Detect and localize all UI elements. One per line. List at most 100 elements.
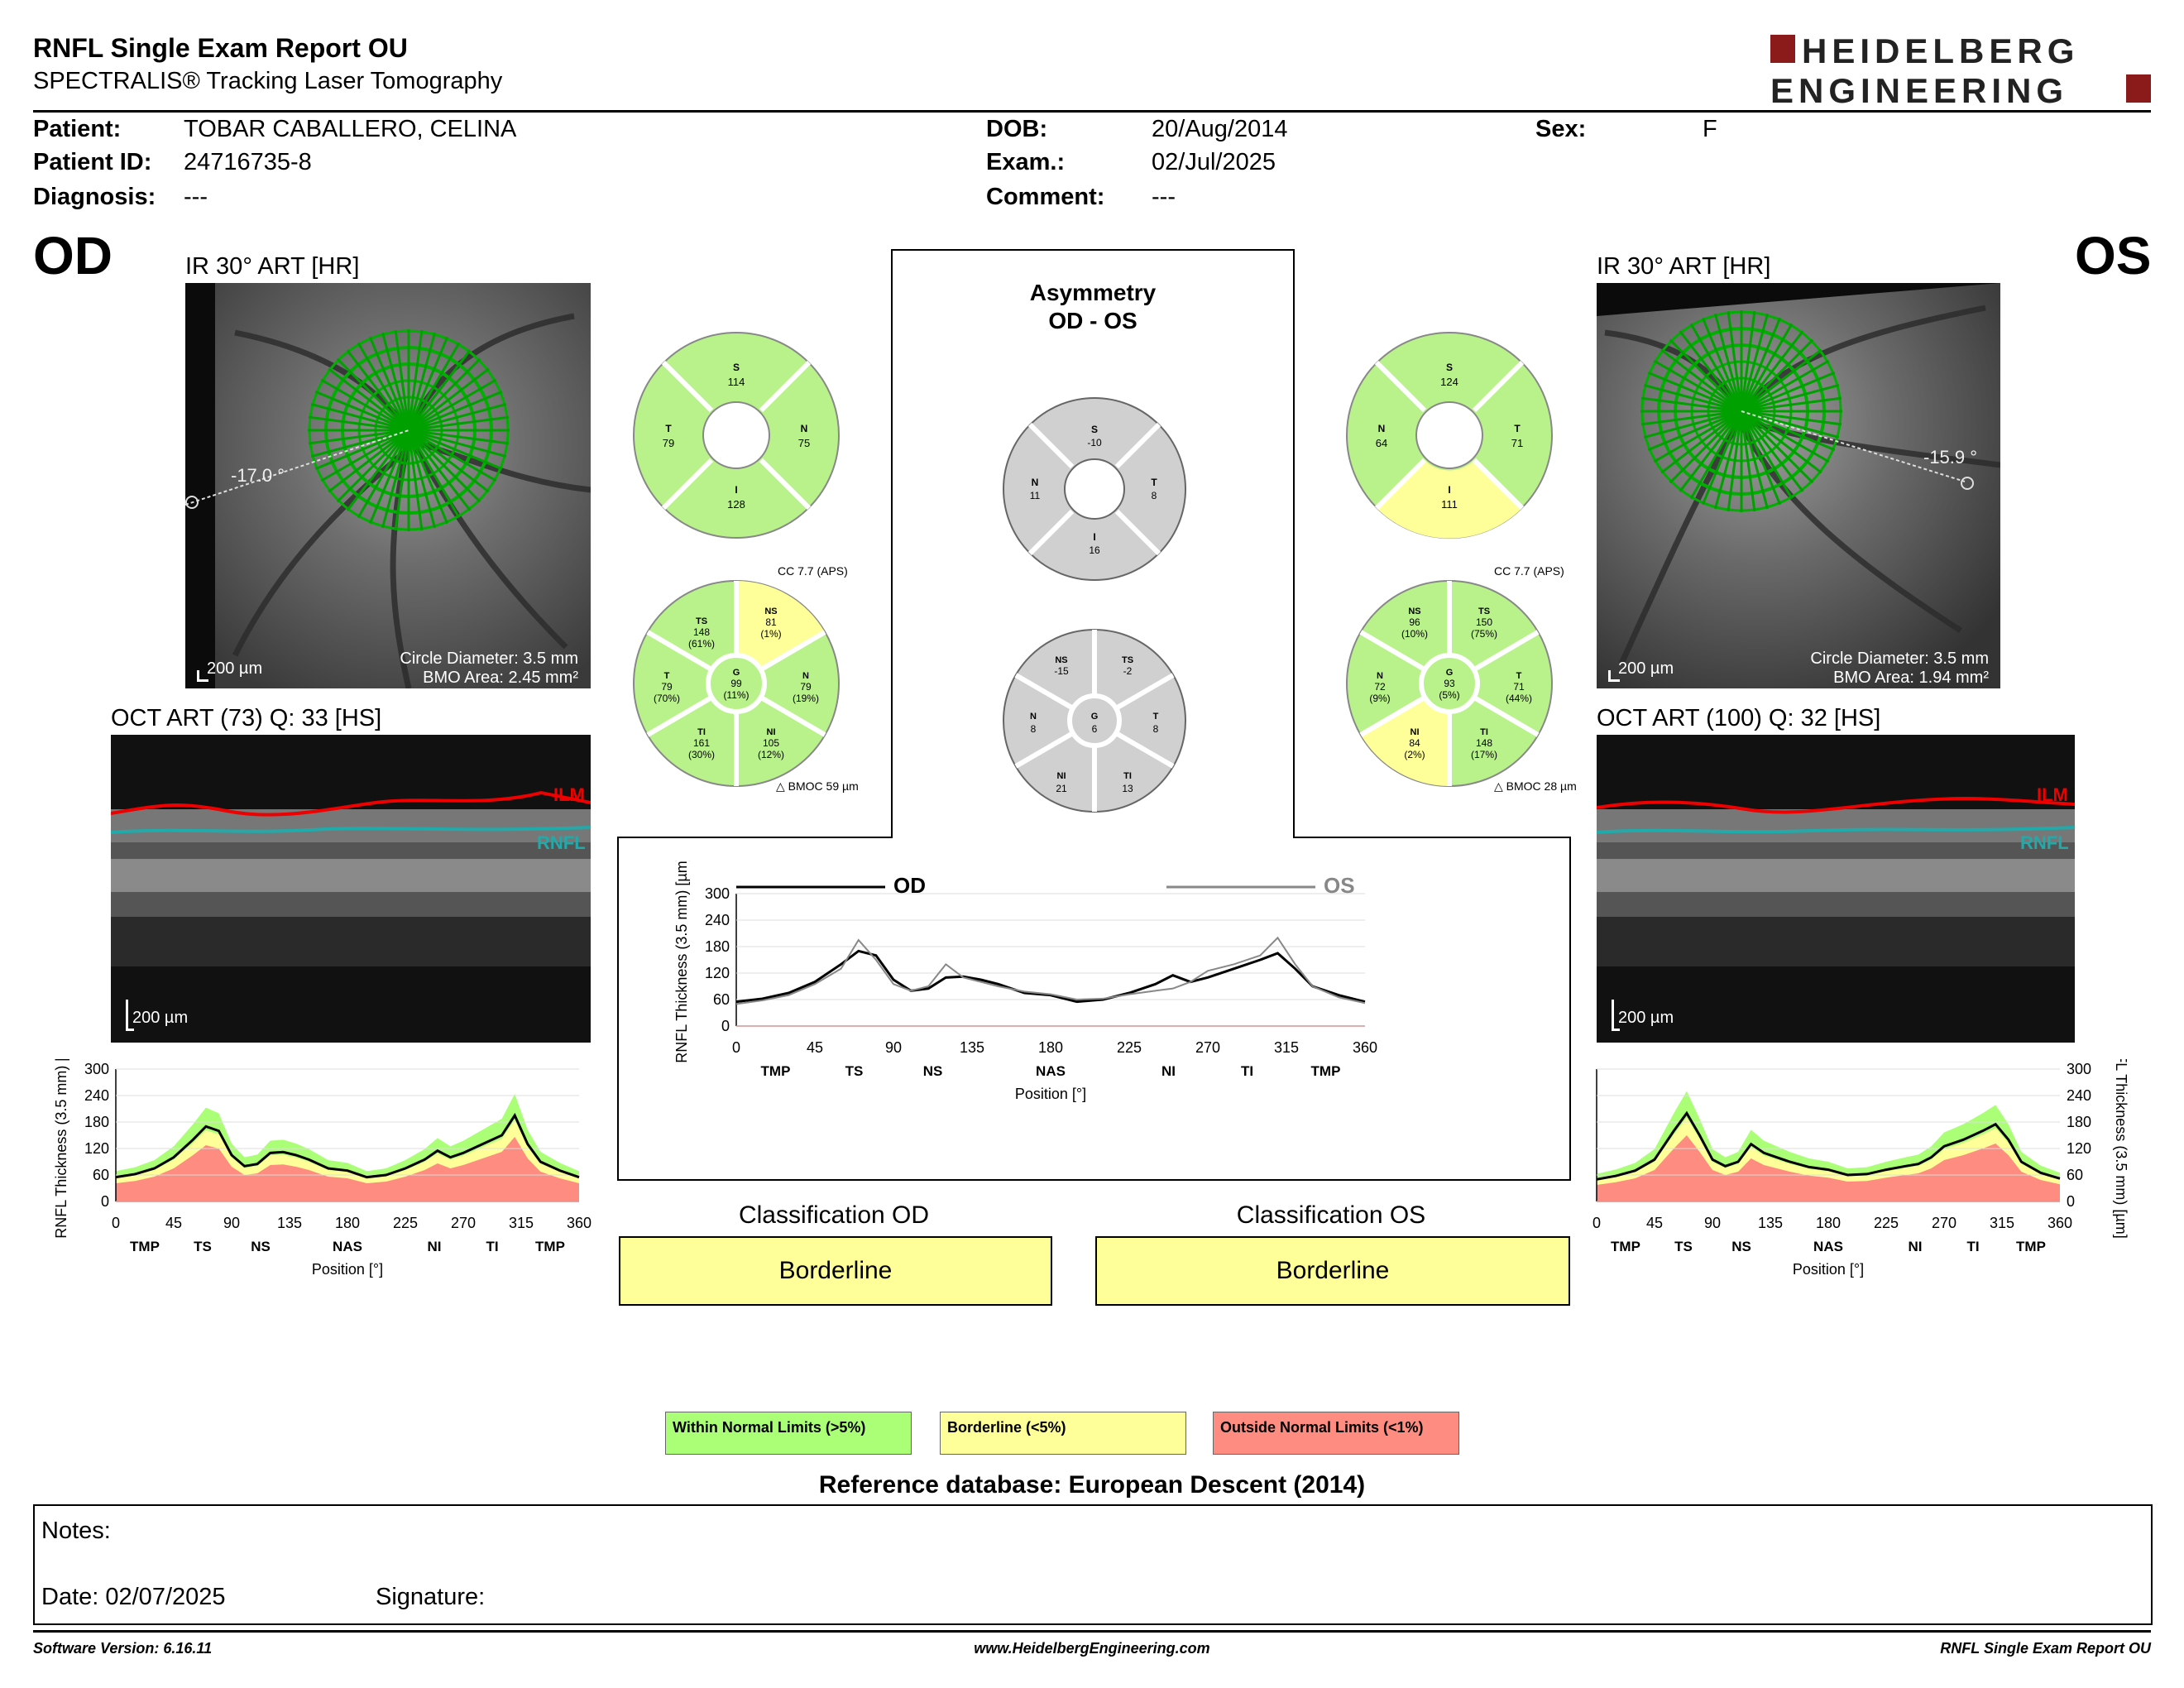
svg-text:128: 128 bbox=[727, 498, 745, 511]
signature-label: Signature: bbox=[376, 1584, 486, 1610]
sector-label: TS bbox=[194, 1239, 212, 1254]
y-tick-label: 60 bbox=[93, 1167, 109, 1183]
y-tick-label: 0 bbox=[721, 1018, 730, 1034]
central-panel-outline bbox=[617, 249, 1571, 1181]
sector-label: TS bbox=[845, 1063, 864, 1079]
svg-text:124: 124 bbox=[1440, 376, 1458, 388]
svg-text:96: 96 bbox=[1409, 616, 1420, 628]
x-tick-label: 180 bbox=[335, 1215, 360, 1231]
sector-label: NS bbox=[1731, 1239, 1751, 1254]
y-tick-label: 240 bbox=[705, 912, 730, 928]
svg-text:I: I bbox=[1448, 484, 1450, 496]
os-oct-title: OCT ART (100) Q: 32 [HS] bbox=[1597, 705, 1881, 731]
svg-text:G: G bbox=[733, 668, 740, 678]
x-tick-label: 315 bbox=[1274, 1039, 1299, 1056]
os-oct-image: ILM RNFL 200 µm bbox=[1597, 735, 2075, 1043]
patient-id-label: Patient ID: bbox=[33, 149, 152, 175]
svg-text:11: 11 bbox=[1030, 490, 1041, 501]
sector-label: TI bbox=[1966, 1239, 1979, 1254]
sector-label: TI bbox=[1241, 1063, 1253, 1079]
patient-id-value: 24716735-8 bbox=[184, 149, 312, 175]
svg-text:-10: -10 bbox=[1087, 437, 1102, 448]
svg-text:8: 8 bbox=[1153, 723, 1159, 735]
sector-label: NAS bbox=[1036, 1063, 1066, 1079]
sector-label: NAS bbox=[1813, 1239, 1843, 1254]
svg-text:NS: NS bbox=[764, 607, 777, 616]
svg-text:(17%): (17%) bbox=[1471, 749, 1497, 760]
svg-text:148: 148 bbox=[693, 626, 710, 638]
x-tick-label: 90 bbox=[885, 1039, 902, 1056]
svg-text:NI: NI bbox=[1057, 771, 1066, 781]
x-tick-label: 360 bbox=[567, 1215, 592, 1231]
x-tick-label: 360 bbox=[2048, 1215, 2072, 1231]
comment-value: --- bbox=[1152, 184, 1176, 210]
svg-text:T: T bbox=[1153, 712, 1159, 722]
heidelberg-logo: HEIDELBERG ENGINEERING bbox=[1770, 31, 2151, 106]
od-angle-label: -17.0 ° bbox=[231, 465, 285, 486]
svg-text:-2: -2 bbox=[1123, 665, 1133, 677]
y-tick-label: 300 bbox=[705, 885, 730, 902]
svg-text:(75%): (75%) bbox=[1471, 628, 1497, 640]
diagnosis-value: --- bbox=[184, 184, 208, 210]
svg-text:21: 21 bbox=[1056, 783, 1067, 794]
y-tick-label: 0 bbox=[101, 1193, 109, 1210]
svg-text:N: N bbox=[801, 423, 808, 434]
x-tick-label: 225 bbox=[1874, 1215, 1899, 1231]
sector-label: NS bbox=[251, 1239, 271, 1254]
normative-band bbox=[1597, 1135, 2060, 1201]
asymmetry-sector4-chart: S -10 N 11 T 8 I16 bbox=[1003, 397, 1186, 581]
website-link[interactable]: www.HeidelbergEngineering.com bbox=[974, 1640, 1210, 1657]
svg-text:(9%): (9%) bbox=[1369, 693, 1390, 704]
y-axis-label: RNFL Thickness (3.5 mm) [µm] bbox=[673, 861, 690, 1063]
svg-text:T: T bbox=[1516, 671, 1522, 681]
svg-text:75: 75 bbox=[798, 437, 810, 449]
normative-band bbox=[116, 1137, 579, 1201]
x-tick-label: 45 bbox=[165, 1215, 182, 1231]
x-tick-label: 270 bbox=[1932, 1215, 1956, 1231]
x-tick-label: 45 bbox=[1646, 1215, 1663, 1231]
od-cc-label: CC 7.7 (APS) bbox=[778, 564, 848, 578]
svg-text:72: 72 bbox=[1374, 681, 1386, 693]
svg-text:(30%): (30%) bbox=[688, 749, 715, 760]
svg-text:TI: TI bbox=[1480, 727, 1488, 737]
os-line bbox=[1596, 1110, 2061, 1181]
svg-text:HEIDELBERG: HEIDELBERG bbox=[1802, 31, 2079, 70]
svg-text:NI: NI bbox=[767, 727, 776, 737]
y-tick-label: 60 bbox=[713, 991, 730, 1008]
x-tick-label: 135 bbox=[960, 1039, 984, 1056]
svg-text:I: I bbox=[1093, 531, 1095, 543]
notes-box[interactable]: Notes: Date: 02/07/2025 Signature: bbox=[33, 1504, 2153, 1625]
svg-text:S: S bbox=[1091, 424, 1098, 435]
svg-text:148: 148 bbox=[1476, 737, 1492, 749]
svg-text:T: T bbox=[1514, 423, 1521, 434]
svg-text:161: 161 bbox=[693, 737, 710, 749]
software-version: Software Version: 6.16.11 bbox=[33, 1640, 213, 1657]
x-tick-label: 315 bbox=[1990, 1215, 2014, 1231]
y-axis-label: RNFL Thickness (3.5 mm) [µm] bbox=[53, 1059, 69, 1239]
asymmetry-title: Asymmetry bbox=[1029, 280, 1157, 305]
svg-text:S: S bbox=[733, 362, 740, 373]
y-tick-label: 180 bbox=[84, 1114, 109, 1130]
x-tick-label: 45 bbox=[807, 1039, 823, 1056]
legend-borderline: Borderline (<5%) bbox=[940, 1412, 1186, 1455]
svg-text:(5%): (5%) bbox=[1439, 689, 1459, 701]
sector-label: TMP bbox=[2016, 1239, 2046, 1254]
svg-text:(12%): (12%) bbox=[758, 749, 784, 760]
od-line bbox=[115, 1112, 580, 1179]
svg-text:64: 64 bbox=[1376, 437, 1387, 449]
y-tick-label: 300 bbox=[2067, 1061, 2091, 1077]
legend-od: OD bbox=[893, 873, 926, 898]
x-tick-label: 180 bbox=[1816, 1215, 1841, 1231]
os-bmoc-label: △ BMOC 28 µm bbox=[1494, 779, 1577, 793]
od-line bbox=[735, 949, 1366, 1004]
os-bmo-area: BMO Area: 1.94 mm² bbox=[1833, 669, 1989, 687]
os-oct-scale: 200 µm bbox=[1618, 1009, 1674, 1027]
svg-text:93: 93 bbox=[1444, 678, 1455, 689]
x-axis-label: Position [°] bbox=[1015, 1086, 1086, 1102]
svg-text:(70%): (70%) bbox=[654, 693, 680, 704]
svg-text:N: N bbox=[802, 671, 809, 681]
os-sector4-chart: S 124 N 64 T 71 I 111 bbox=[1346, 332, 1553, 539]
y-tick-label: 240 bbox=[84, 1087, 109, 1104]
svg-text:6: 6 bbox=[1092, 723, 1098, 735]
svg-text:8: 8 bbox=[1031, 723, 1037, 735]
